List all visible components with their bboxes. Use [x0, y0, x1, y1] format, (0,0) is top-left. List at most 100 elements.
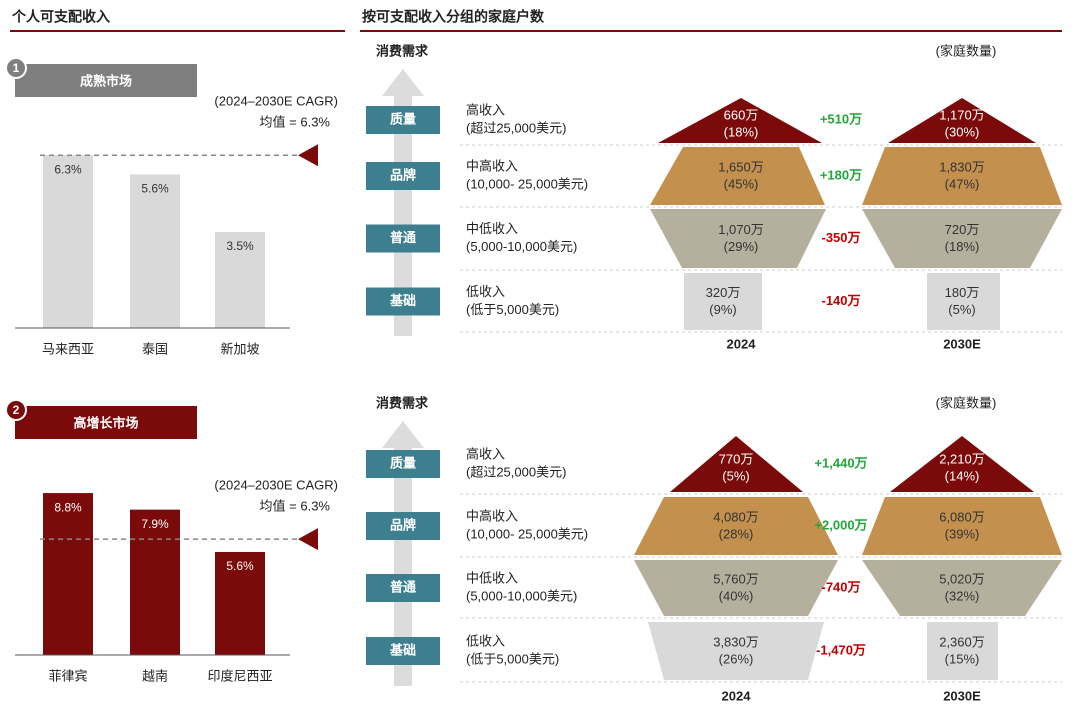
change-label: -350万: [821, 230, 860, 245]
household-share: (45%): [724, 176, 759, 191]
household-share: (32%): [945, 588, 980, 603]
average-label: 均值 = 6.3%: [260, 115, 331, 130]
tier-shape: [888, 98, 1036, 143]
tier-tag-label: 普通: [390, 579, 416, 594]
subtitle: (2024–2030E CAGR): [214, 478, 338, 493]
tier-range: (5,000-10,000美元): [466, 588, 577, 603]
tier-shape: [634, 497, 838, 555]
tier-name: 低收入: [466, 284, 505, 299]
household-count: 2,210万: [939, 451, 985, 466]
tier-range: (10,000- 25,000美元): [466, 526, 588, 541]
bar: [215, 232, 265, 328]
household-share: (29%): [724, 239, 759, 254]
tier-tag-label: 品牌: [390, 167, 416, 182]
tier-shape: [862, 560, 1062, 616]
panel-header: [15, 406, 197, 439]
tier-name: 低收入: [466, 633, 505, 648]
tier-name: 中高收入: [466, 508, 518, 523]
panel-header: [15, 64, 197, 97]
tier-range: (低于5,000美元): [466, 302, 559, 317]
household-share: (40%): [719, 588, 754, 603]
x-tick-label: 马来西亚: [42, 341, 94, 356]
tier-shape: [927, 273, 1000, 330]
axis-label: 消费需求: [376, 43, 429, 58]
average-label: 均值 = 6.3%: [260, 499, 331, 514]
badge: [5, 57, 27, 79]
household-count: 4,080万: [713, 509, 759, 524]
household-count: 2,360万: [939, 634, 985, 649]
demand-arrow: [382, 69, 424, 336]
tier-shape: [890, 436, 1034, 492]
change-label: +510万: [820, 111, 862, 126]
tier-tag: [366, 287, 440, 316]
x-tick-label: 越南: [142, 668, 168, 683]
household-count: 1,650万: [718, 159, 764, 174]
tier-shape: [670, 436, 803, 492]
household-count: 6,080万: [939, 509, 985, 524]
tier-tag-label: 品牌: [390, 517, 416, 532]
unit-label: (家庭数量): [936, 43, 997, 58]
badge: [5, 399, 27, 421]
column-label: 2024: [722, 688, 752, 703]
panel-title: 成熟市场: [80, 73, 132, 88]
household-count: 770万: [719, 451, 754, 466]
tier-shape: [684, 273, 762, 330]
tier-shape: [658, 98, 822, 143]
change-label: -740万: [821, 579, 860, 594]
tier-name: 高收入: [466, 102, 505, 117]
change-label: -140万: [821, 293, 860, 308]
tier-shape: [650, 147, 825, 205]
tier-shape: [862, 209, 1062, 268]
subtitle: (2024–2030E CAGR): [214, 94, 338, 109]
unit-label: (家庭数量): [936, 395, 997, 410]
tier-range: (5,000-10,000美元): [466, 239, 577, 254]
tier-tag: [366, 224, 440, 253]
tier-range: (10,000- 25,000美元): [466, 176, 588, 191]
bar: [215, 551, 265, 655]
value-label: 6.3%: [54, 162, 82, 176]
tier-shape: [634, 560, 838, 616]
household-share: (5%): [722, 468, 749, 483]
household-share: (47%): [945, 176, 980, 191]
bar: [130, 174, 180, 328]
column-label: 2030E: [943, 688, 981, 703]
tier-name: 中低收入: [466, 221, 518, 236]
demand-arrow: [382, 421, 424, 686]
tier-shape: [862, 497, 1062, 555]
x-tick-label: 新加坡: [220, 341, 259, 356]
average-marker: [298, 144, 318, 167]
household-count: 1,830万: [939, 159, 985, 174]
change-label: +2,000万: [814, 517, 867, 532]
tier-tag-label: 质量: [390, 111, 416, 126]
household-share: (30%): [945, 124, 980, 139]
average-marker: [298, 528, 318, 551]
household-share: (18%): [724, 124, 759, 139]
household-count: 1,170万: [939, 107, 985, 122]
value-label: 3.5%: [226, 239, 254, 253]
tier-shape: [927, 622, 998, 680]
tier-shape: [862, 147, 1062, 205]
household-count: 1,070万: [718, 222, 764, 237]
bar: [43, 493, 93, 655]
household-share: (26%): [719, 651, 754, 666]
tier-tag: [366, 574, 440, 602]
tier-tag-label: 基础: [389, 642, 416, 657]
household-count: 720万: [945, 222, 980, 237]
axis-label: 消费需求: [376, 395, 429, 410]
left-title: 个人可支配收入: [11, 9, 110, 25]
household-share: (28%): [719, 526, 754, 541]
bar: [43, 155, 93, 328]
x-tick-label: 菲律宾: [48, 668, 87, 683]
tier-tag-label: 普通: [390, 230, 416, 245]
tier-tag: [366, 450, 440, 478]
household-count: 5,020万: [939, 571, 985, 586]
value-label: 8.8%: [54, 500, 82, 514]
household-count: 3,830万: [713, 634, 759, 649]
badge-number: 1: [13, 61, 20, 75]
household-share: (18%): [945, 239, 980, 254]
change-label: -1,470万: [816, 642, 866, 657]
right-title: 按可支配收入分组的家庭户数: [362, 9, 545, 25]
tier-tag-label: 质量: [390, 455, 416, 470]
tier-tag-label: 基础: [389, 293, 416, 308]
